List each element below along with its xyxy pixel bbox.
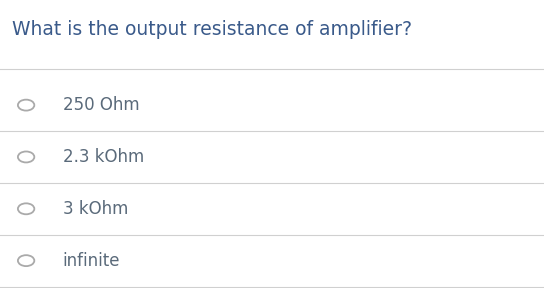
Text: 3 kOhm: 3 kOhm [63,200,128,218]
Text: 250 Ohm: 250 Ohm [63,96,139,114]
Text: infinite: infinite [63,252,120,270]
Text: 2.3 kOhm: 2.3 kOhm [63,148,144,166]
Text: What is the output resistance of amplifier?: What is the output resistance of amplifi… [12,20,412,39]
